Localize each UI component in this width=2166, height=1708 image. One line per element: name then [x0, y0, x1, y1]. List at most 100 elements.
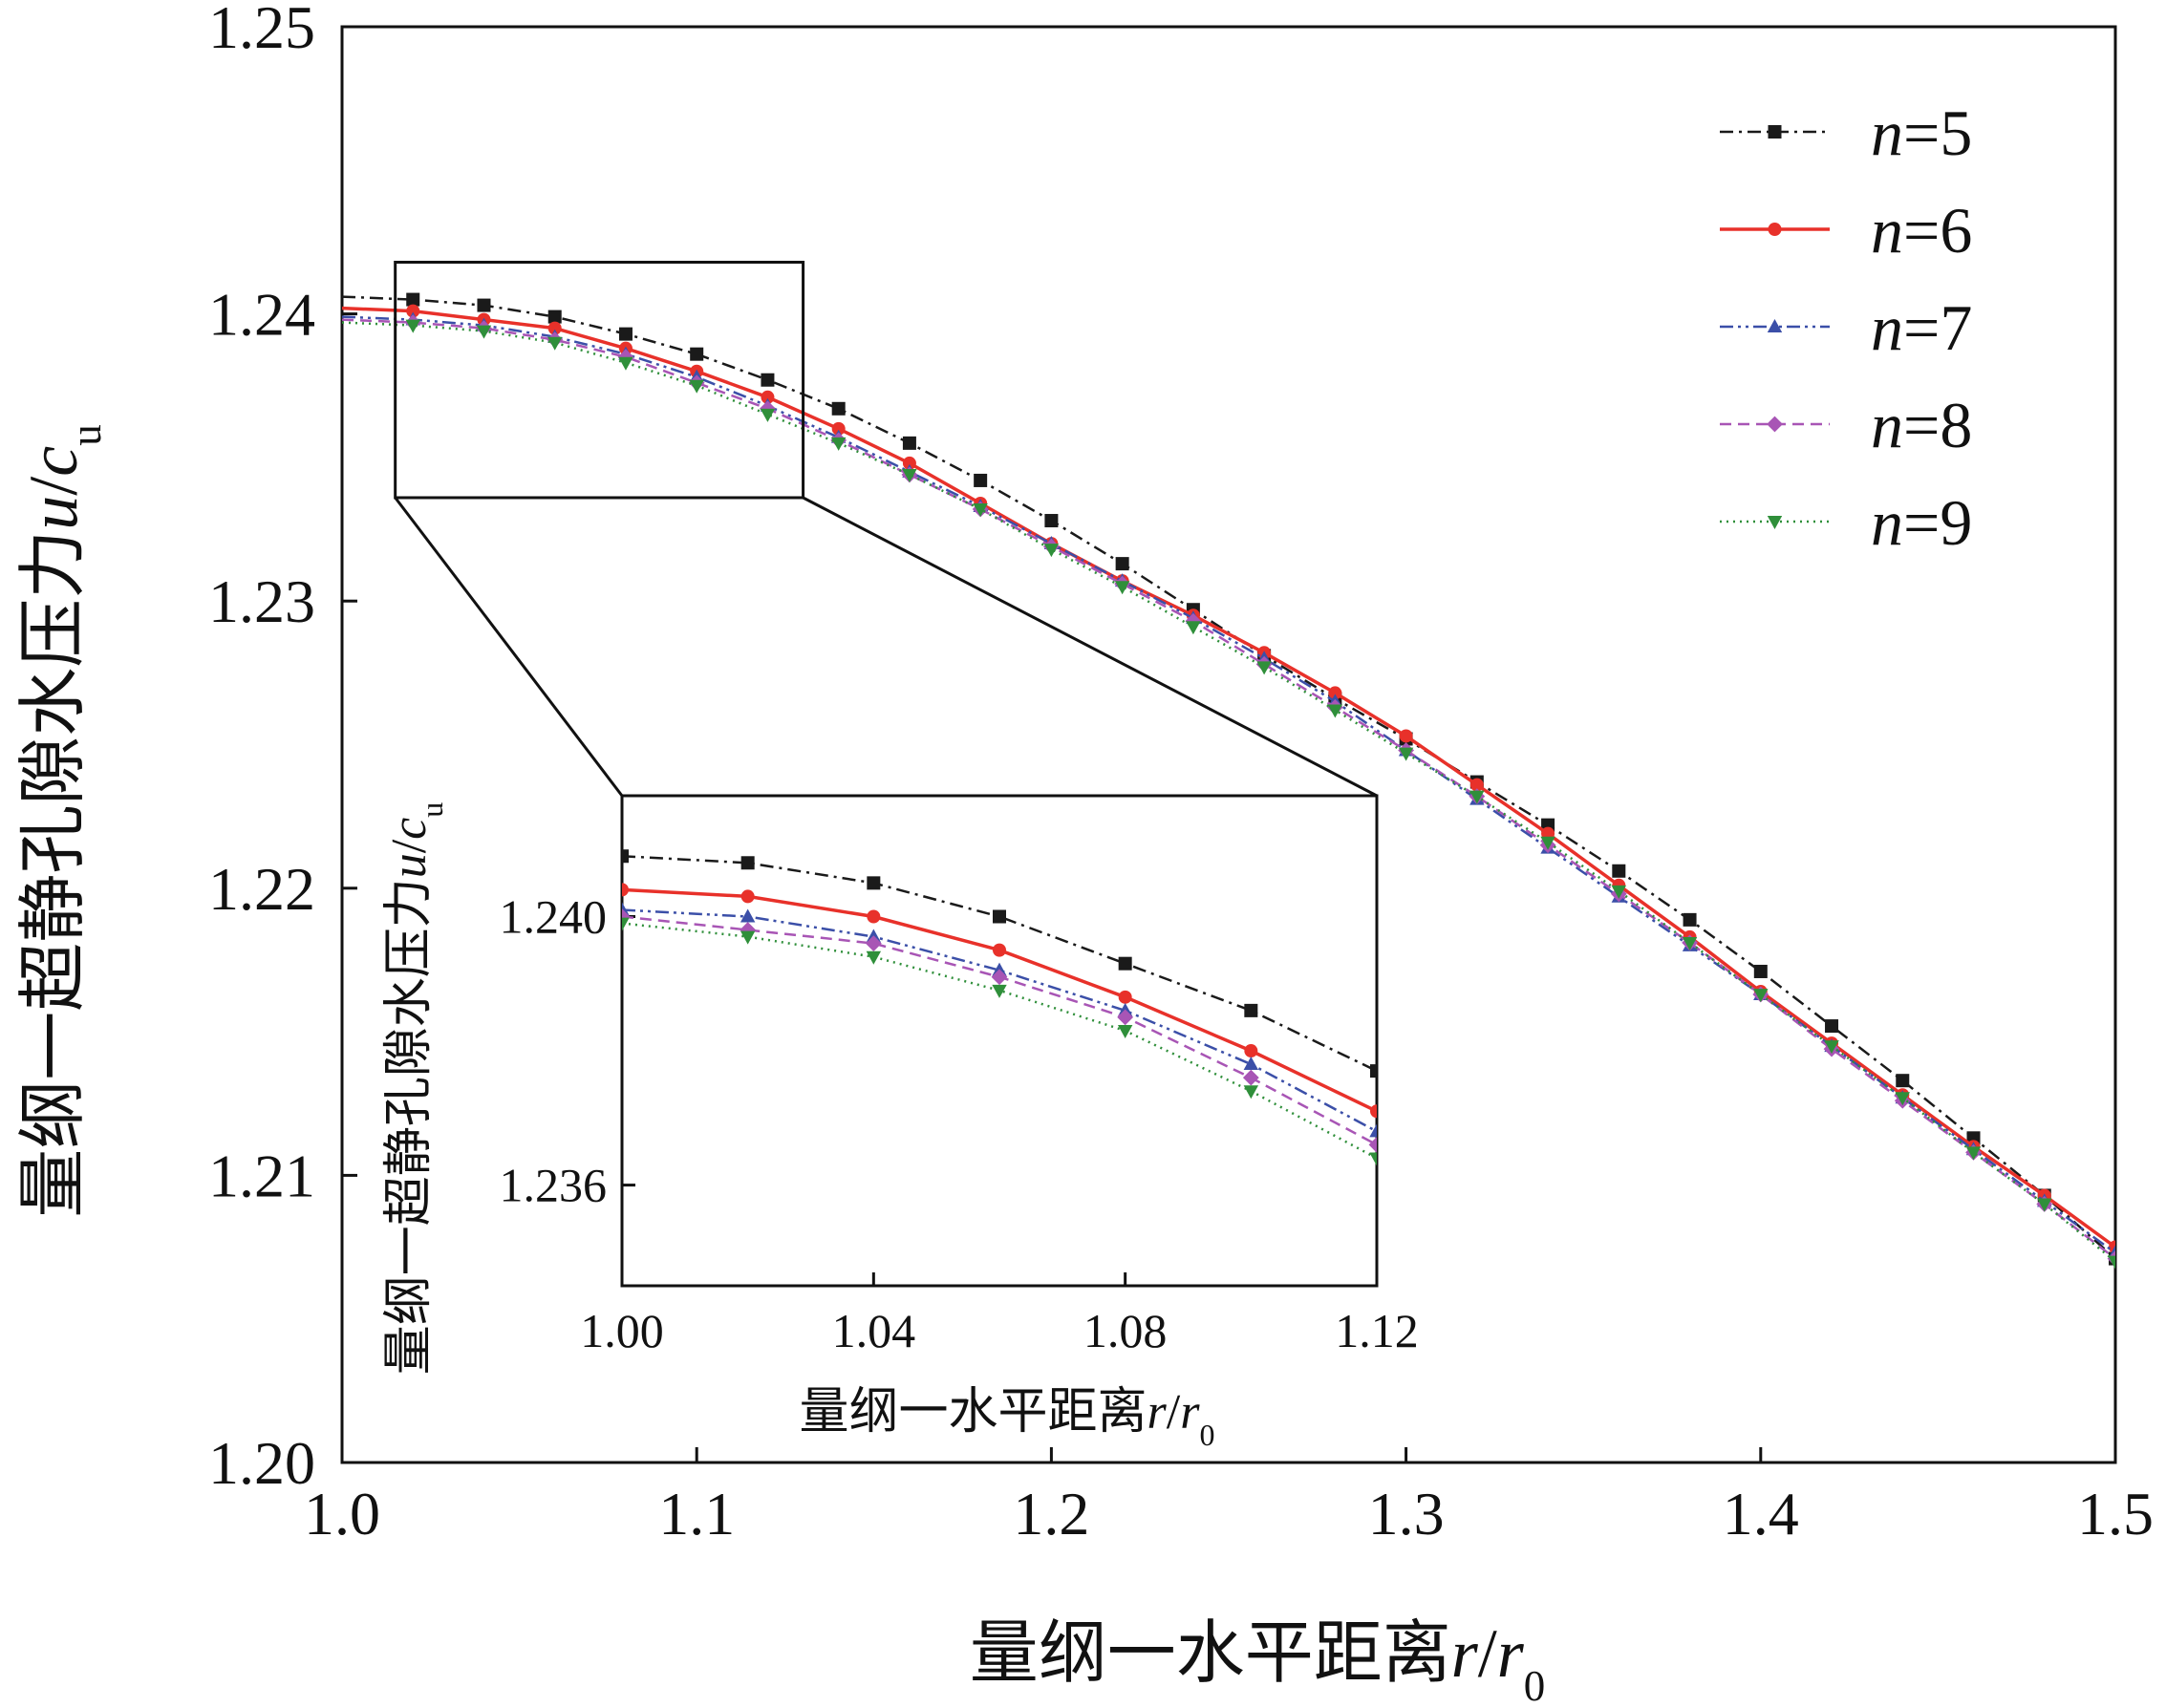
inset-x-axis-label-text: 量纲一水平距离 [800, 1383, 1147, 1441]
legend-marker [1768, 125, 1782, 139]
y-tick-label: 1.25 [208, 0, 315, 61]
series-point-n5 [406, 292, 420, 307]
series-line-n8 [342, 318, 2115, 1260]
series-line-n6 [342, 306, 2115, 1249]
series-point-n9 [1753, 989, 1769, 1003]
inset-series-point-n9 [1243, 1085, 1259, 1100]
inset-x-axis-label-sub: 0 [1199, 1418, 1214, 1452]
inset-series [622, 849, 1377, 1166]
inset-series-point-n5 [1370, 1064, 1377, 1078]
y-axis-label-text: 量纲一超静孔隙水压力 [12, 530, 93, 1218]
series-point-n5 [1044, 514, 1059, 528]
inset-series-point-n9 [622, 917, 630, 931]
legend-label-value: =6 [1903, 194, 1972, 267]
inset-series-point-n8 [1368, 1137, 1377, 1153]
y-tick-label: 1.20 [208, 1429, 315, 1497]
zoom-rectangle [394, 260, 805, 500]
inset-series-point-n6 [1370, 1104, 1377, 1119]
inset-y-axis-label-text: 量纲一超静孔隙水压力 [380, 878, 438, 1375]
series-point-n9 [1540, 836, 1555, 850]
x-axis-label-text: 量纲一水平距离 [970, 1612, 1451, 1693]
x-tick-label: 1.3 [1368, 1480, 1445, 1548]
inset-series-point-n7 [1369, 1123, 1377, 1138]
inset-series-point-n7 [1243, 1057, 1259, 1071]
y-axis-label-slash: / [15, 477, 92, 496]
legend-label: n=6 [1871, 194, 1972, 267]
series-line-n7 [342, 315, 2115, 1254]
legend-label-value: =8 [1903, 389, 1972, 461]
x-axis-label-slash: / [1478, 1615, 1497, 1692]
x-tick-label: 1.1 [658, 1480, 735, 1548]
inset-y-axis-label-sub: u [415, 802, 449, 818]
series-point-n5 [1612, 864, 1626, 878]
series-point-n9 [1398, 747, 1414, 761]
series-point-n5 [1683, 912, 1697, 927]
inset-y-tick-label: 1.240 [500, 889, 608, 943]
series-point-n5 [547, 310, 562, 324]
inset-y-axis-label-slash: / [382, 839, 437, 853]
y-axis-label: 量纲一超静孔隙水压力u/cu [12, 424, 110, 1218]
series-point-n9 [1824, 1040, 1839, 1055]
plot-frame [340, 25, 2117, 1464]
legend-label-var: n [1871, 389, 1903, 461]
y-tick-label: 1.23 [208, 567, 315, 635]
series-point-n9 [405, 319, 420, 333]
inset-plot: 1.00 1.04 1.08 1.121.2361.240量纲一水平距离r/r0量纲一… [380, 794, 1419, 1452]
inset-x-axis-label: 量纲一水平距离r/r0 [800, 1383, 1215, 1452]
series-point-n9 [476, 325, 492, 339]
series-point-n9 [760, 408, 776, 422]
series-point-n5 [761, 373, 775, 387]
legend-label: n=8 [1871, 389, 1972, 461]
series-point-n9 [1327, 704, 1343, 718]
series-point-n9 [1114, 581, 1130, 595]
inset-series-point-n8 [1242, 1069, 1259, 1086]
series-point-n9 [1611, 885, 1627, 899]
inset-series-point-n9 [1117, 1025, 1133, 1039]
inset-frame [620, 794, 1379, 1288]
legend-label-var: n [1871, 291, 1903, 364]
legend-label: n=7 [1871, 291, 1972, 364]
x-axis-label: 量纲一水平距离r/r0 [970, 1612, 1546, 1708]
series-point-n9 [2108, 1255, 2115, 1270]
y-tick-label: 1.21 [208, 1142, 315, 1209]
inset-y-axis-label-var2: c [382, 818, 437, 840]
series-point-n5 [831, 401, 846, 416]
series-point-n5 [477, 298, 491, 312]
series-point-n8 [1185, 612, 1202, 630]
inset-x-tick-label: 1.00 [580, 1304, 664, 1357]
series-point-n9 [973, 503, 988, 518]
inset-series-point-n8 [1117, 1009, 1134, 1026]
series-point-n5 [690, 347, 704, 361]
x-tick-label: 1.5 [2077, 1480, 2154, 1548]
legend-label: n=9 [1871, 486, 1972, 559]
legend: n=5n=6n=7n=8n=9 [1720, 96, 1972, 559]
x-tick-label: 1.4 [1723, 1480, 1799, 1548]
series-point-n9 [689, 379, 704, 394]
series-point-n9 [830, 437, 847, 451]
x-tick-label: 1.2 [1013, 1480, 1089, 1548]
y-axis-label-var: u [15, 496, 92, 530]
inset-x-axis-label-slash: / [1167, 1385, 1181, 1440]
legend-label-value: =5 [1903, 96, 1972, 169]
series-point-n9 [1682, 936, 1698, 950]
y-axis-label-sub: u [62, 424, 110, 446]
inset-series-point-n6 [1118, 990, 1132, 1004]
inset-series-point-n7 [740, 908, 756, 923]
series-point-n9 [2037, 1198, 2052, 1212]
inset-x-tick-label: 1.04 [832, 1304, 916, 1357]
series-point-n5 [902, 436, 916, 450]
inset-x-axis-label-var: r [1147, 1385, 1168, 1440]
inset-series-point-n9 [1369, 1152, 1377, 1166]
series-point-n6 [902, 456, 916, 470]
main-series [342, 292, 2115, 1270]
inset-series-point-n9 [740, 930, 756, 945]
series-point-n5 [1896, 1074, 1910, 1088]
inset-series-point-n8 [865, 935, 882, 952]
series-point-n9 [618, 356, 633, 371]
legend-marker [1767, 516, 1783, 530]
series-point-n9 [1469, 790, 1485, 804]
series-point-n6 [831, 421, 846, 436]
legend-label-value: =9 [1903, 486, 1972, 559]
legend-label-var: n [1871, 194, 1903, 267]
y-tick-label: 1.24 [208, 281, 315, 349]
